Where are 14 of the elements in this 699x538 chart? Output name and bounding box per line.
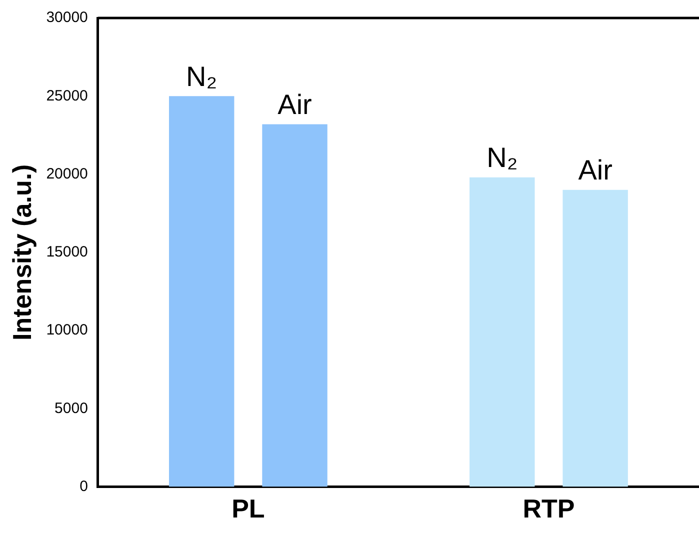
text: Air [578, 154, 612, 186]
y-tick-label: 10000 [46, 322, 88, 339]
y-tick-label: 5000 [54, 400, 88, 417]
y-tick-label: 0 [80, 478, 88, 495]
series-label: Air [278, 88, 312, 120]
y-tick-label: 25000 [46, 87, 88, 104]
y-tick-label: 30000 [46, 9, 88, 26]
y-axis-title: Intensity (a.u.) [6, 164, 37, 341]
series-label: N₂ [486, 142, 518, 174]
text: N₂ [186, 60, 218, 92]
x-tick-label: PL [232, 494, 265, 524]
x-tick-label: RTP [522, 494, 575, 524]
y-tick-label: 20000 [46, 165, 88, 182]
y-tick-label: 15000 [46, 244, 88, 261]
